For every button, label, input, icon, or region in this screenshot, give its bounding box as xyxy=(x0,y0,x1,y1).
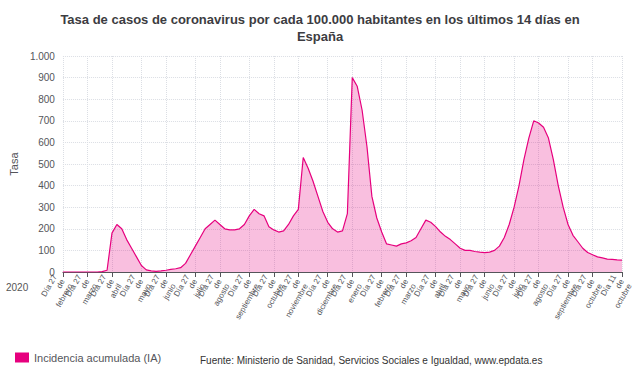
svg-text:Día 27: Día 27 xyxy=(142,273,162,299)
svg-text:de: de xyxy=(79,277,92,290)
svg-text:octubre: octubre xyxy=(583,282,604,310)
svg-text:Fuente: Ministerio de Sanidad,: Fuente: Ministerio de Sanidad, Servicios… xyxy=(200,355,542,366)
svg-text:de: de xyxy=(613,277,626,290)
svg-text:Día 27: Día 27 xyxy=(412,273,432,299)
svg-text:de: de xyxy=(265,277,278,290)
svg-text:de: de xyxy=(373,277,386,290)
svg-text:Día 27: Día 27 xyxy=(171,273,192,299)
svg-text:de: de xyxy=(451,277,465,290)
svg-text:agosto: agosto xyxy=(530,282,551,308)
svg-text:Día 27: Día 27 xyxy=(117,273,138,299)
svg-text:900: 900 xyxy=(38,72,55,83)
svg-text:de: de xyxy=(343,277,357,290)
svg-text:junio: junio xyxy=(480,282,497,302)
svg-text:Día 27: Día 27 xyxy=(382,273,403,299)
svg-text:abril: abril xyxy=(432,282,448,300)
svg-text:de: de xyxy=(427,277,440,290)
svg-text:enero: enero xyxy=(346,282,364,305)
svg-text:de: de xyxy=(54,277,67,290)
svg-text:Día 27: Día 27 xyxy=(544,273,565,299)
svg-text:Día 27: Día 27 xyxy=(225,273,246,299)
svg-text:julio: julio xyxy=(510,282,526,300)
svg-text:de: de xyxy=(505,277,518,290)
svg-text:500: 500 xyxy=(38,159,55,170)
svg-text:febrero: febrero xyxy=(54,282,75,309)
svg-text:noviembre: noviembre xyxy=(284,282,311,319)
svg-text:Día 27: Día 27 xyxy=(39,273,59,299)
svg-text:de: de xyxy=(103,277,116,290)
svg-text:Día 27: Día 27 xyxy=(196,273,216,299)
svg-text:Día 27: Día 27 xyxy=(515,273,535,299)
svg-text:Día 27: Día 27 xyxy=(490,273,511,299)
svg-text:Día 27: Día 27 xyxy=(304,273,324,299)
svg-text:octubre: octubre xyxy=(264,282,286,310)
svg-text:700: 700 xyxy=(38,115,55,126)
svg-text:marzo: marzo xyxy=(399,282,418,306)
svg-text:Día 11: Día 11 xyxy=(598,273,619,298)
svg-text:200: 200 xyxy=(38,223,55,234)
svg-text:Día 27: Día 27 xyxy=(358,273,378,299)
svg-text:octubre: octubre xyxy=(613,282,634,310)
svg-text:Día 27: Día 27 xyxy=(250,273,270,299)
svg-text:Día 27: Día 27 xyxy=(569,273,589,299)
svg-text:Tasa de casos de coronavirus p: Tasa de casos de coronavirus por cada 10… xyxy=(60,12,579,27)
svg-text:100: 100 xyxy=(38,245,55,256)
svg-text:Incidencia acumulada (IA): Incidencia acumulada (IA) xyxy=(34,352,161,364)
svg-text:mayo: mayo xyxy=(135,282,154,304)
svg-text:600: 600 xyxy=(38,137,55,148)
svg-text:julio: julio xyxy=(192,282,207,300)
svg-text:de: de xyxy=(290,277,303,290)
svg-text:diciembre: diciembre xyxy=(314,282,340,317)
svg-text:300: 300 xyxy=(38,202,55,213)
svg-text:de: de xyxy=(559,277,572,290)
svg-text:septiembre: septiembre xyxy=(233,282,261,321)
svg-text:de: de xyxy=(584,277,597,290)
svg-text:marzo: marzo xyxy=(80,282,100,306)
svg-text:Día 27: Día 27 xyxy=(274,273,295,299)
svg-text:de: de xyxy=(157,277,170,290)
svg-text:0: 0 xyxy=(49,266,55,278)
svg-text:de: de xyxy=(211,277,224,290)
svg-text:400: 400 xyxy=(38,180,55,191)
svg-text:febrero: febrero xyxy=(372,282,394,309)
svg-text:Día 27: Día 27 xyxy=(88,273,109,299)
svg-text:de: de xyxy=(530,277,543,290)
svg-text:de: de xyxy=(240,277,254,290)
svg-text:mayo: mayo xyxy=(454,282,472,304)
svg-text:Tasa: Tasa xyxy=(8,152,20,176)
svg-text:Día 27: Día 27 xyxy=(328,273,349,299)
svg-text:1.000: 1.000 xyxy=(30,51,55,62)
svg-text:España: España xyxy=(297,29,344,44)
svg-text:de: de xyxy=(133,277,146,290)
svg-text:800: 800 xyxy=(38,94,55,105)
svg-text:de: de xyxy=(397,277,411,290)
svg-text:agosto: agosto xyxy=(211,282,232,308)
svg-text:de: de xyxy=(476,277,489,290)
svg-text:septiembre: septiembre xyxy=(552,282,580,321)
svg-text:de: de xyxy=(187,277,200,290)
svg-text:2020: 2020 xyxy=(6,282,29,293)
svg-text:Día 27: Día 27 xyxy=(461,273,481,299)
svg-text:Día 27: Día 27 xyxy=(64,273,84,299)
svg-text:de: de xyxy=(319,277,332,290)
svg-text:Día 27: Día 27 xyxy=(436,273,457,299)
svg-text:junio: junio xyxy=(161,282,178,302)
svg-text:abril: abril xyxy=(108,282,124,300)
